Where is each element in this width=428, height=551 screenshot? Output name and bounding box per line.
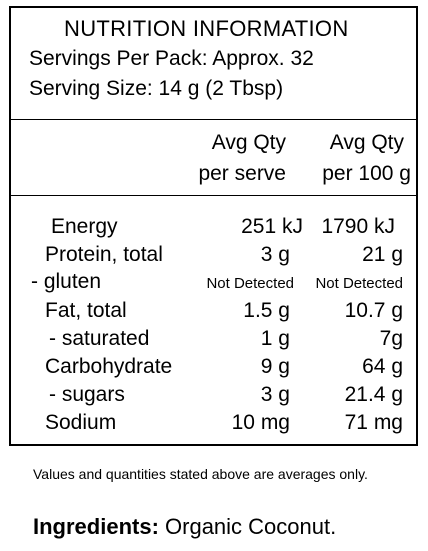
panel-title: NUTRITION INFORMATION bbox=[64, 16, 349, 41]
row-value-protein-100g: 21 g bbox=[362, 243, 403, 266]
divider-top bbox=[11, 119, 416, 120]
col-per-100g-header-line1: Avg Qty bbox=[329, 131, 404, 154]
row-label-energy: Energy bbox=[51, 215, 118, 238]
row-value-sodium-100g: 71 mg bbox=[344, 411, 403, 434]
nutrition-panel: NUTRITION INFORMATION Servings Per Pack:… bbox=[9, 6, 418, 446]
row-value-sodium-serve: 10 mg bbox=[231, 411, 290, 434]
row-value-sugars-serve: 3 g bbox=[260, 383, 290, 406]
row-value-saturated-serve: 1 g bbox=[260, 327, 290, 350]
row-value-energy-100g: 1790 kJ bbox=[321, 215, 395, 238]
row-value-sugars-100g: 21.4 g bbox=[344, 383, 403, 406]
col-per-serve-header-line2: per serve bbox=[198, 162, 286, 185]
row-value-carbohydrate-100g: 64 g bbox=[362, 355, 403, 378]
averages-footnote: Values and quantities stated above are a… bbox=[33, 466, 368, 482]
row-label-carbohydrate: Carbohydrate bbox=[45, 355, 173, 378]
servings-per-pack: Servings Per Pack: Approx. 32 bbox=[29, 47, 314, 70]
row-label-gluten: - gluten bbox=[31, 270, 102, 293]
row-value-gluten-serve: Not Detected bbox=[206, 275, 294, 292]
row-value-energy-serve: 251 kJ bbox=[241, 215, 303, 238]
ingredients-line: Ingredients: Organic Coconut. bbox=[33, 514, 336, 540]
ingredients-label: Ingredients: bbox=[33, 514, 159, 539]
divider-middle bbox=[11, 195, 416, 196]
col-per-100g-header-line2: per 100 g bbox=[322, 162, 411, 185]
row-value-fat-serve: 1.5 g bbox=[243, 299, 290, 322]
row-value-gluten-100g: Not Detected bbox=[315, 275, 403, 292]
row-label-protein: Protein, total bbox=[45, 243, 163, 266]
ingredients-text: Organic Coconut. bbox=[158, 514, 337, 539]
row-value-fat-100g: 10.7 g bbox=[344, 299, 403, 322]
serving-size: Serving Size: 14 g (2 Tbsp) bbox=[29, 77, 284, 100]
row-label-saturated: - saturated bbox=[49, 327, 150, 350]
row-label-sugars: - sugars bbox=[49, 383, 125, 406]
row-value-saturated-100g: 7g bbox=[379, 327, 403, 350]
row-label-fat: Fat, total bbox=[45, 299, 127, 322]
row-label-sodium: Sodium bbox=[45, 411, 117, 434]
col-per-serve-header-line1: Avg Qty bbox=[211, 131, 286, 154]
row-value-protein-serve: 3 g bbox=[260, 243, 290, 266]
row-value-carbohydrate-serve: 9 g bbox=[260, 355, 290, 378]
